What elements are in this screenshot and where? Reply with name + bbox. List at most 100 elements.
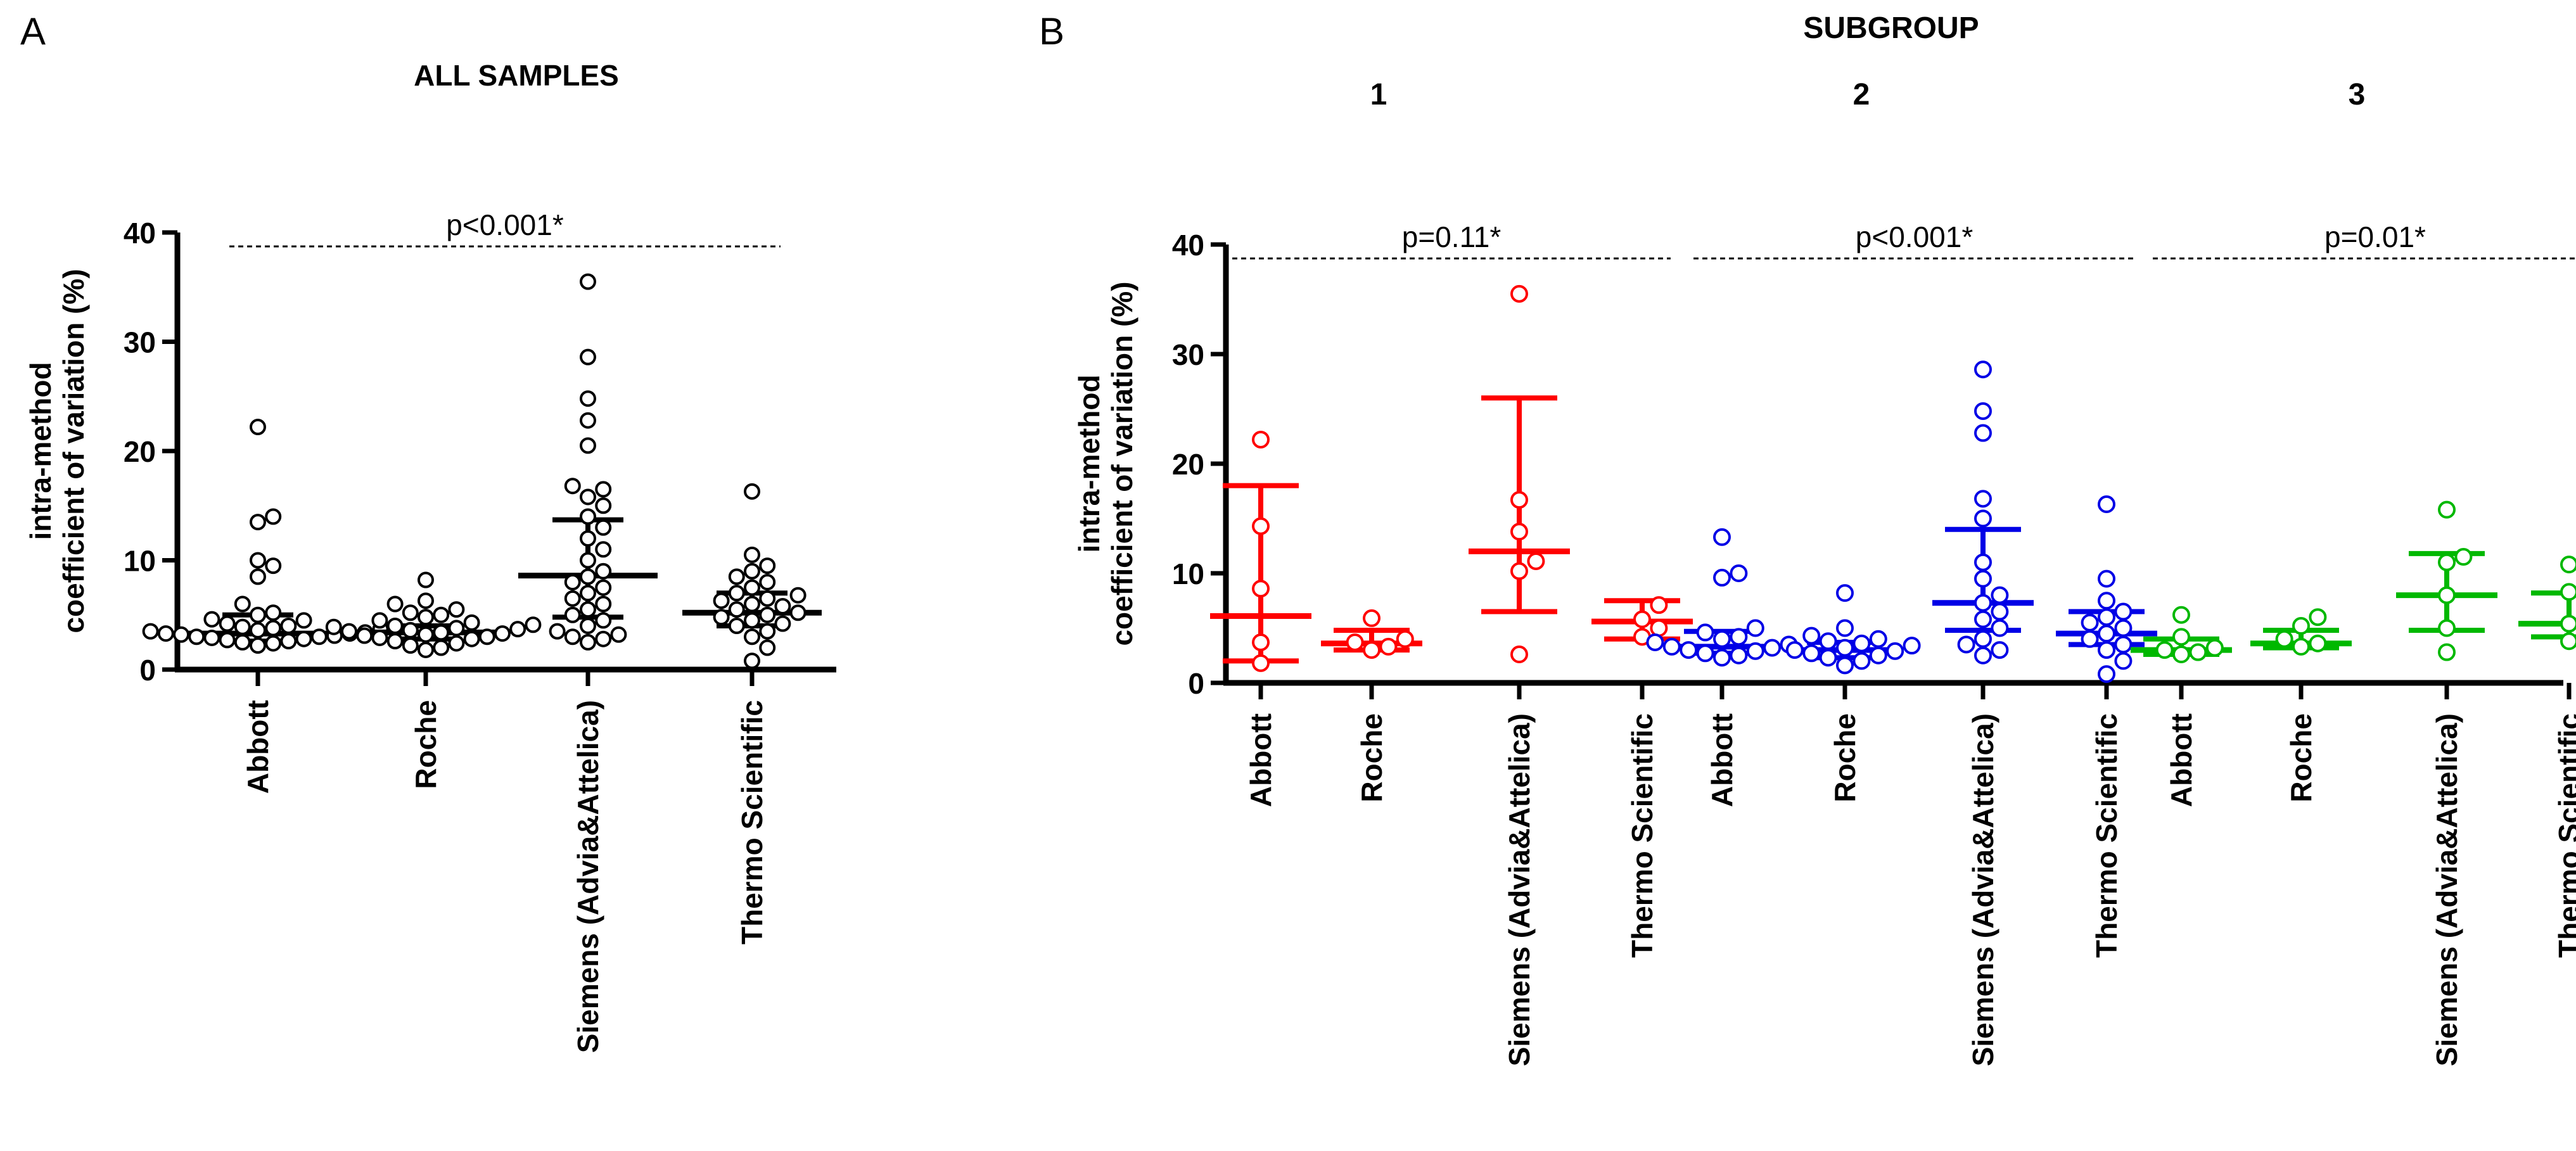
x-tick-label: Siemens (Advia&Attelica) xyxy=(1503,713,1536,1066)
data-point xyxy=(265,635,282,652)
data-point xyxy=(418,609,434,626)
y-axis-label-line: intra-method xyxy=(24,362,57,540)
data-point xyxy=(265,604,282,621)
x-tick-label: Siemens (Advia&Attelica) xyxy=(1967,713,1999,1066)
data-point xyxy=(580,390,596,407)
data-point xyxy=(744,652,760,670)
data-point xyxy=(1836,619,1854,637)
data-point xyxy=(1363,609,1380,627)
y-tick-label: 30 xyxy=(124,326,156,359)
data-point xyxy=(610,626,627,643)
data-point xyxy=(1974,424,1992,442)
data-point xyxy=(1510,562,1528,580)
data-point xyxy=(265,508,282,525)
data-point xyxy=(402,621,419,639)
data-point xyxy=(1785,641,1804,659)
data-point xyxy=(433,624,450,641)
data-point xyxy=(759,606,776,623)
data-point xyxy=(463,630,480,647)
data-point xyxy=(157,625,174,642)
data-point xyxy=(1633,610,1651,628)
data-point xyxy=(250,606,266,623)
data-point xyxy=(2155,641,2174,659)
data-point xyxy=(1974,569,1992,588)
data-point xyxy=(595,519,612,536)
data-point xyxy=(580,437,596,454)
data-point xyxy=(728,585,745,602)
data-point xyxy=(234,633,251,651)
data-point xyxy=(250,514,266,531)
data-point xyxy=(1713,630,1731,648)
data-point xyxy=(1696,623,1714,642)
subgroup-2-label: 2 xyxy=(1853,78,1870,111)
data-point xyxy=(2114,602,2133,621)
data-point xyxy=(188,628,205,645)
data-point xyxy=(1746,619,1764,637)
data-point xyxy=(759,623,776,640)
data-point xyxy=(1252,580,1270,598)
x-tick-label: Thermo Scientific xyxy=(1626,713,1659,958)
data-point xyxy=(2098,625,2115,643)
data-point xyxy=(2560,614,2576,633)
data-point xyxy=(580,273,596,290)
data-point xyxy=(448,635,465,652)
x-tick-label: Thermo Scientific xyxy=(736,700,768,944)
data-point xyxy=(580,488,596,506)
data-point xyxy=(744,546,760,563)
data-point xyxy=(564,590,581,607)
data-point xyxy=(1696,644,1714,663)
data-point xyxy=(1510,645,1528,664)
data-point xyxy=(2438,500,2456,519)
data-point xyxy=(1680,641,1698,659)
data-point xyxy=(1650,619,1668,637)
data-point xyxy=(580,633,596,651)
data-point xyxy=(1662,637,1681,656)
data-point xyxy=(525,616,542,633)
data-point xyxy=(1869,646,1887,665)
p-value-label: p<0.001* xyxy=(1856,220,1973,253)
data-point xyxy=(2098,641,2115,659)
data-point xyxy=(1991,619,2009,637)
subgroup-1-label: 1 xyxy=(1370,78,1387,111)
data-point xyxy=(2098,495,2115,514)
data-point xyxy=(2309,634,2327,652)
data-point xyxy=(1646,633,1664,651)
data-point xyxy=(744,628,760,645)
data-point xyxy=(219,615,236,632)
data-point xyxy=(759,590,776,607)
data-point xyxy=(1957,635,1975,654)
data-point xyxy=(280,618,297,634)
x-tick-label: Roche xyxy=(2285,713,2318,803)
data-point xyxy=(280,633,297,650)
data-point xyxy=(1510,491,1528,509)
data-point xyxy=(1974,553,1992,571)
data-point xyxy=(774,615,791,632)
data-point xyxy=(595,579,612,596)
data-point xyxy=(2454,548,2473,566)
data-point xyxy=(595,630,612,647)
x-tick-label: Siemens (Advia&Attelica) xyxy=(571,700,604,1053)
data-point xyxy=(1974,490,1992,508)
data-point xyxy=(1510,284,1528,303)
data-point xyxy=(789,587,807,604)
data-point xyxy=(580,412,596,429)
y-axis-label: intra-methodcoefficient of variation (%) xyxy=(24,269,90,633)
x-tick-label: Roche xyxy=(1828,713,1861,803)
data-point xyxy=(1713,649,1731,667)
data-point xyxy=(2560,583,2576,601)
data-point xyxy=(1650,596,1668,614)
data-point xyxy=(142,623,159,640)
data-point xyxy=(1974,509,1992,528)
y-tick-label: 0 xyxy=(139,654,156,687)
data-point xyxy=(386,618,404,634)
data-point xyxy=(2114,635,2133,654)
data-point xyxy=(203,629,220,646)
data-point xyxy=(371,612,388,629)
data-point xyxy=(234,595,251,613)
data-point xyxy=(1852,634,1871,652)
data-point xyxy=(1974,610,1992,628)
data-point xyxy=(1802,626,1821,645)
data-point xyxy=(1974,630,1992,648)
data-point xyxy=(295,630,312,647)
data-point xyxy=(580,508,596,525)
